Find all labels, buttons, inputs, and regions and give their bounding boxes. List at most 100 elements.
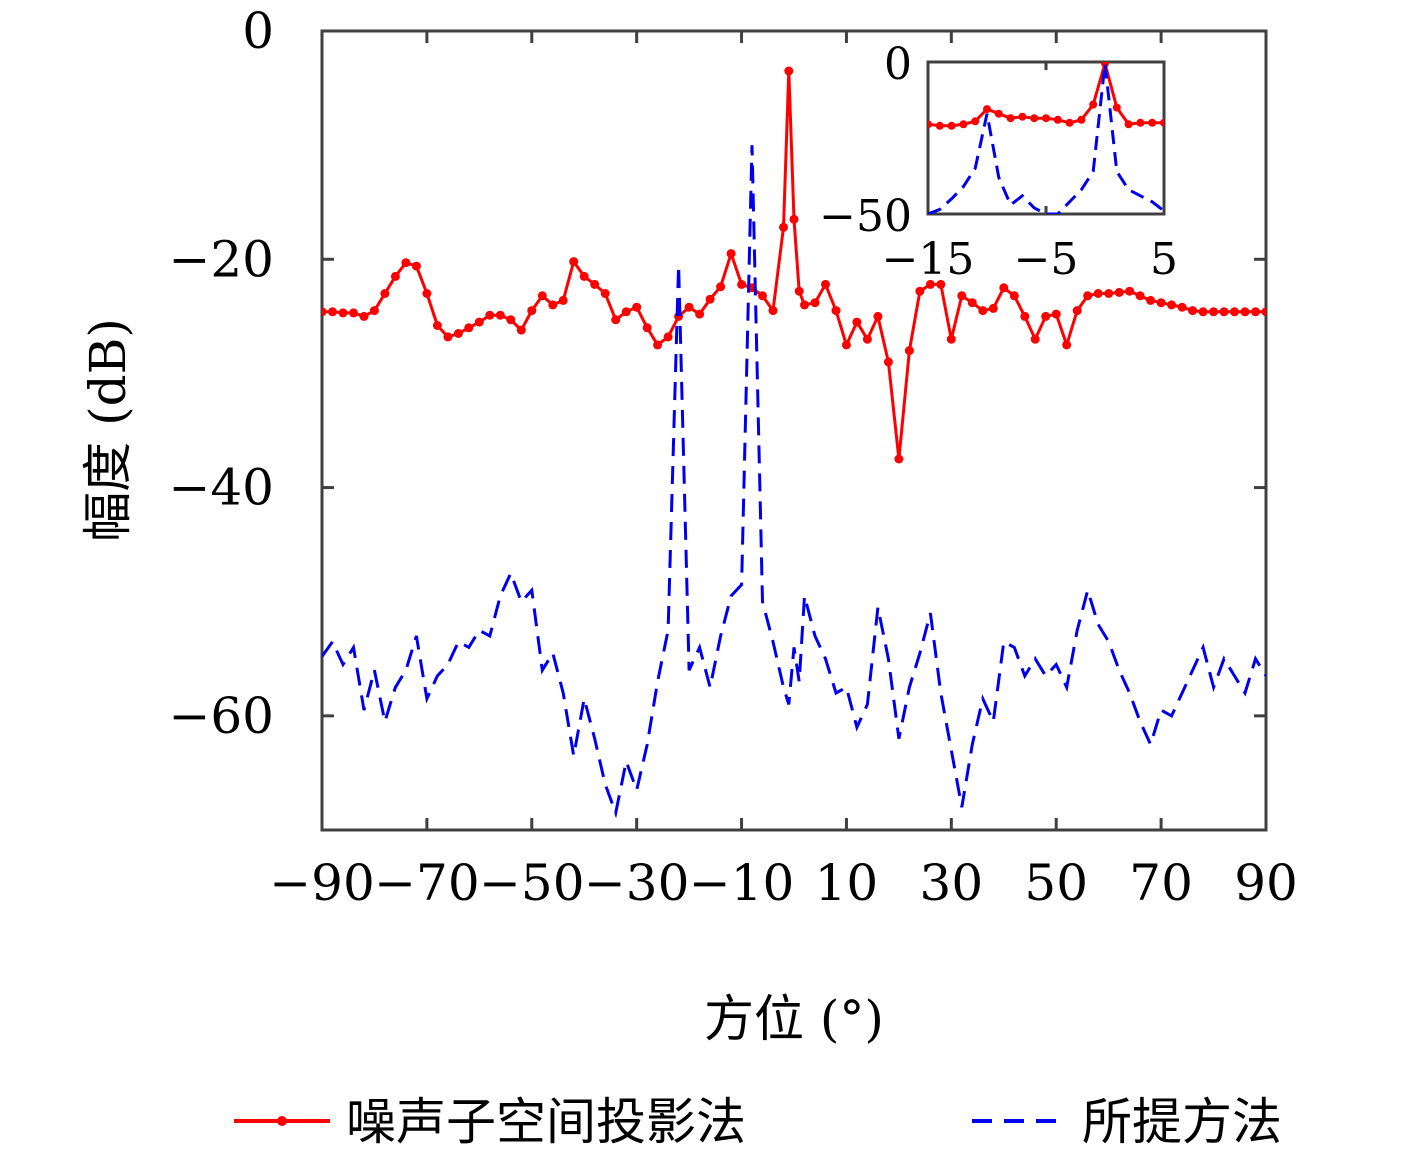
inset-point-noise-subspace	[983, 105, 991, 114]
inset-point-noise-subspace	[1053, 115, 1062, 124]
main-point-noise-subspace	[1209, 307, 1219, 317]
y-axis-title: 幅度 (dB)	[79, 318, 137, 542]
main-point-noise-subspace	[1041, 311, 1051, 321]
main-point-noise-subspace	[684, 302, 694, 312]
main-x-tick-label: −10	[689, 854, 795, 912]
main-point-noise-subspace	[716, 282, 726, 292]
main-point-noise-subspace	[359, 311, 369, 321]
inset-point-noise-subspace	[1018, 112, 1027, 121]
legend-label-proposed: 所提方法	[1082, 1093, 1282, 1151]
main-point-noise-subspace	[946, 334, 956, 344]
main-point-noise-subspace	[600, 289, 610, 298]
main-point-noise-subspace	[1072, 306, 1082, 316]
main-point-noise-subspace	[322, 307, 327, 317]
inset-series-line-proposed	[928, 63, 1164, 214]
main-x-tick-label: 90	[1234, 854, 1298, 912]
main-y-tick-label: −20	[168, 230, 274, 288]
main-point-noise-subspace	[611, 315, 621, 325]
main-point-noise-subspace	[432, 321, 442, 330]
main-point-noise-subspace	[474, 317, 484, 327]
main-point-noise-subspace	[1030, 334, 1040, 344]
inset-x-tick-label: −5	[1014, 234, 1079, 285]
main-point-noise-subspace	[632, 302, 642, 312]
main-series-line-proposed	[322, 145, 1266, 819]
main-point-noise-subspace	[978, 306, 988, 316]
main-point-noise-subspace	[621, 307, 631, 317]
main-point-noise-subspace	[453, 329, 463, 338]
main-point-noise-subspace	[516, 325, 526, 335]
main-point-noise-subspace	[1009, 291, 1019, 301]
main-point-noise-subspace	[1125, 286, 1135, 296]
main-point-noise-subspace	[558, 295, 568, 305]
main-point-noise-subspace	[338, 308, 348, 318]
inset-x-tick-label: 5	[1150, 234, 1178, 285]
main-x-tick-label: 30	[920, 854, 984, 912]
inset-point-noise-subspace	[1030, 114, 1039, 123]
main-point-noise-subspace	[569, 257, 579, 267]
main-point-noise-subspace	[1146, 295, 1156, 305]
inset-tick-labels: −15 −5 5 0 −50	[819, 39, 1178, 285]
main-tick-labels: −90 −70 −50 −30 −10 10 30 50 70 900−20−40−60	[168, 2, 1297, 912]
main-point-noise-subspace	[925, 279, 935, 289]
main-point-noise-subspace	[1083, 291, 1093, 301]
main-point-noise-subspace	[873, 311, 883, 321]
main-point-noise-subspace	[821, 279, 830, 289]
main-point-noise-subspace	[443, 332, 453, 342]
main-point-noise-subspace	[915, 286, 925, 296]
main-point-noise-subspace	[999, 283, 1009, 293]
main-point-noise-subspace	[506, 315, 516, 325]
main-point-noise-subspace	[758, 291, 767, 301]
main-point-noise-subspace	[401, 258, 411, 268]
main-point-noise-subspace	[831, 306, 841, 316]
main-point-noise-subspace	[1251, 307, 1260, 317]
main-point-noise-subspace	[328, 307, 337, 317]
inset-point-noise-subspace	[1089, 100, 1098, 109]
main-point-noise-subspace	[737, 279, 747, 289]
inset-point-noise-subspace	[959, 120, 968, 129]
main-point-noise-subspace	[495, 310, 505, 320]
main-point-noise-subspace	[1198, 307, 1208, 317]
main-x-tick-label: 10	[815, 854, 879, 912]
main-point-noise-subspace	[485, 310, 495, 320]
legend-entry-proposed: 所提方法	[972, 1093, 1282, 1151]
inset-point-noise-subspace	[1124, 120, 1133, 129]
main-x-tick-label: −50	[479, 854, 585, 912]
main-point-noise-subspace	[369, 306, 379, 316]
main-point-noise-subspace	[1156, 298, 1166, 308]
main-point-noise-subspace	[642, 323, 652, 333]
main-point-noise-subspace	[1062, 340, 1072, 350]
main-point-noise-subspace	[422, 289, 432, 298]
inset-point-noise-subspace	[1112, 103, 1121, 112]
inset-point-noise-subspace	[1077, 115, 1086, 124]
main-y-tick-label: 0	[242, 2, 274, 60]
main-point-noise-subspace	[537, 291, 547, 301]
inset-point-noise-subspace	[1136, 118, 1145, 127]
main-point-noise-subspace	[1114, 287, 1124, 297]
main-point-noise-subspace	[380, 289, 390, 298]
inset-x-tick-label: −15	[882, 234, 975, 285]
main-point-noise-subspace	[579, 271, 589, 281]
main-point-noise-subspace	[1261, 307, 1266, 317]
main-point-noise-subspace	[1177, 302, 1187, 312]
main-x-tick-label: −90	[269, 854, 375, 912]
main-point-noise-subspace	[1093, 289, 1103, 298]
main-point-noise-subspace	[862, 334, 872, 344]
main-point-noise-subspace	[967, 298, 977, 308]
main-point-noise-subspace	[663, 332, 673, 342]
main-y-tick-label: −40	[168, 459, 274, 517]
main-point-noise-subspace	[957, 291, 967, 301]
main-point-noise-subspace	[590, 279, 600, 289]
main-y-tick-label: −60	[168, 687, 274, 745]
inset-point-noise-subspace	[971, 117, 980, 126]
main-point-noise-subspace	[852, 317, 862, 327]
main-ticks	[320, 29, 1268, 830]
main-point-noise-subspace	[1219, 307, 1229, 317]
main-point-noise-subspace	[653, 340, 663, 350]
main-point-noise-subspace	[1020, 311, 1030, 321]
main-point-noise-subspace	[527, 306, 537, 316]
main-x-tick-label: 70	[1129, 854, 1193, 912]
inset-point-noise-subspace	[928, 120, 932, 129]
inset-plot-area	[926, 60, 1166, 216]
